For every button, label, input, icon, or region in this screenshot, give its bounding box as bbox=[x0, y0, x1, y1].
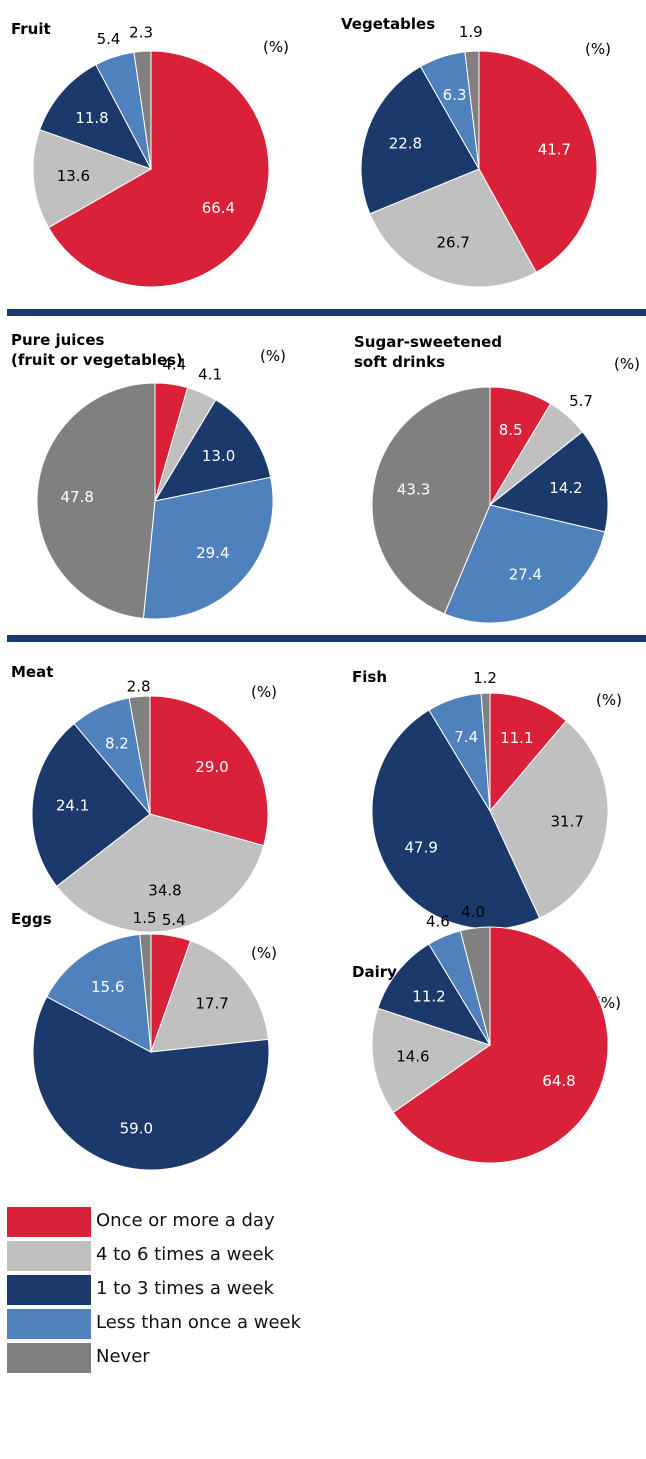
legend-swatch bbox=[7, 1241, 91, 1271]
data-label: 4.0 bbox=[461, 903, 485, 921]
pie-chart: Sugar-sweetened soft drinks (%) 8.5 5.7 14.2 2… bbox=[354, 333, 640, 623]
data-label: 29.4 bbox=[196, 544, 229, 562]
legend-label: Once or more a day bbox=[96, 1210, 275, 1231]
data-label: 13.0 bbox=[202, 447, 235, 465]
data-label: 14.6 bbox=[396, 1047, 429, 1065]
section-divider bbox=[7, 309, 646, 316]
data-label: 11.8 bbox=[75, 109, 108, 127]
data-label: 1.9 bbox=[459, 23, 483, 41]
pie-chart: Meat (%) 29.0 34.8 24.1 8.2 2.8 bbox=[11, 663, 277, 932]
data-label: 8.2 bbox=[105, 735, 129, 753]
data-label: 31.7 bbox=[550, 812, 583, 830]
unit-label: (%) bbox=[596, 691, 622, 709]
chart-title: Fish bbox=[352, 668, 387, 686]
legend-swatch bbox=[7, 1207, 91, 1237]
data-label: 6.3 bbox=[443, 86, 467, 104]
pie-chart: Vegetables (%) 41.7 26.7 22.8 6.3 1.9 bbox=[341, 15, 611, 287]
data-label: 41.7 bbox=[538, 141, 571, 159]
legend-label: 4 to 6 times a week bbox=[96, 1244, 274, 1265]
data-label: 7.4 bbox=[454, 728, 478, 746]
data-label: 66.4 bbox=[202, 199, 235, 217]
data-label: 29.0 bbox=[195, 758, 228, 776]
data-label: 47.8 bbox=[60, 488, 93, 506]
data-label: 4.6 bbox=[426, 913, 450, 931]
chart-title: Fruit bbox=[11, 20, 51, 38]
pie-chart: Fruit (%) 66.4 13.6 11.8 5.4 2.3 bbox=[11, 20, 289, 287]
data-label: 4.1 bbox=[198, 366, 222, 384]
legend-swatch bbox=[7, 1275, 91, 1305]
chart-title: Sugar-sweetened soft drinks bbox=[354, 333, 502, 371]
data-label: 13.6 bbox=[57, 167, 90, 185]
pie-slice bbox=[37, 383, 155, 618]
data-label: 15.6 bbox=[91, 978, 124, 996]
unit-label: (%) bbox=[251, 944, 277, 962]
data-label: 11.2 bbox=[412, 988, 445, 1006]
data-label: 64.8 bbox=[542, 1072, 575, 1090]
legend-label: Never bbox=[96, 1346, 150, 1367]
data-label: 1.5 bbox=[133, 909, 157, 927]
data-label: 2.3 bbox=[129, 23, 153, 41]
unit-label: (%) bbox=[260, 347, 286, 365]
legend-swatch bbox=[7, 1309, 91, 1339]
data-label: 43.3 bbox=[397, 481, 430, 499]
data-label: 26.7 bbox=[436, 234, 469, 252]
unit-label: (%) bbox=[263, 38, 289, 56]
data-label: 22.8 bbox=[389, 135, 422, 153]
chart-title: Eggs bbox=[11, 910, 52, 928]
data-label: 11.1 bbox=[500, 729, 533, 747]
data-label: 4.4 bbox=[162, 355, 186, 373]
unit-label: (%) bbox=[251, 683, 277, 701]
data-label: 14.2 bbox=[549, 479, 582, 497]
data-label: 34.8 bbox=[148, 881, 181, 899]
pie-chart: Eggs (%) 5.4 17.7 59.0 15.6 1.5 bbox=[11, 909, 277, 1170]
chart-title: Vegetables bbox=[341, 15, 435, 33]
pie-chart: Dairy products(%)64.814.611.24.64.0 bbox=[352, 903, 621, 1163]
data-label: 27.4 bbox=[509, 565, 542, 583]
data-label: 8.5 bbox=[499, 421, 523, 439]
chart-title: Pure juices (fruit or vegetables) bbox=[11, 331, 183, 369]
data-label: 2.8 bbox=[127, 678, 151, 696]
data-label: 17.7 bbox=[195, 995, 228, 1013]
legend-swatch bbox=[7, 1343, 91, 1373]
data-label: 5.4 bbox=[97, 30, 121, 48]
legend-label: Less than once a week bbox=[96, 1312, 301, 1333]
chart-title: Meat bbox=[11, 663, 53, 681]
data-label: 5.4 bbox=[162, 911, 186, 929]
legend-label: 1 to 3 times a week bbox=[96, 1278, 274, 1299]
data-label: 1.2 bbox=[473, 669, 497, 687]
unit-label: (%) bbox=[585, 40, 611, 58]
data-label: 59.0 bbox=[120, 1120, 153, 1138]
data-label: 47.9 bbox=[404, 839, 437, 857]
pie-chart: Fish (%) 11.1 31.7 47.9 7.4 1.2 bbox=[352, 668, 622, 929]
data-label: 5.7 bbox=[569, 392, 593, 410]
unit-label: (%) bbox=[614, 355, 640, 373]
section-divider bbox=[7, 635, 646, 642]
data-label: 24.1 bbox=[56, 797, 89, 815]
pie-chart: Pure juices (fruit or vegetables) (%) 4.4 4.… bbox=[11, 331, 286, 619]
